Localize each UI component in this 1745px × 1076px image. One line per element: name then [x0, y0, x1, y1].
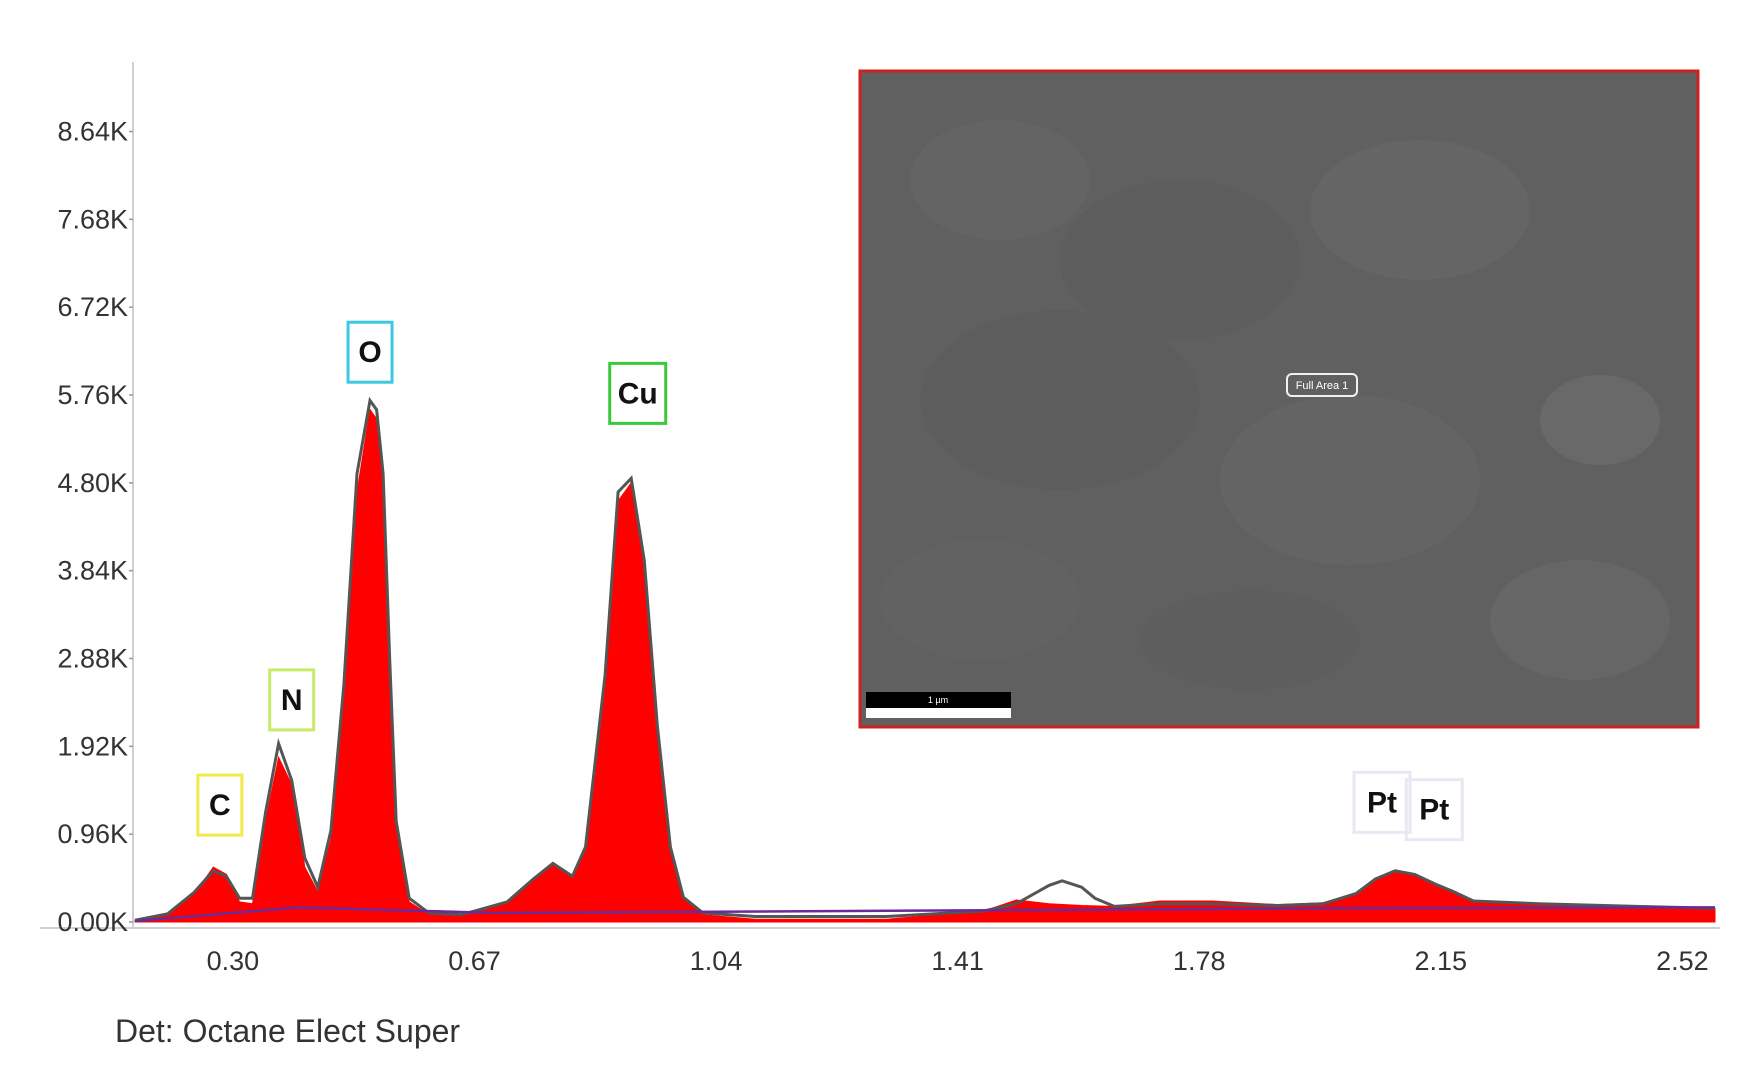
peak-label-box — [608, 361, 668, 425]
sem-image-inset: Full Area 1 1 µm — [858, 69, 1700, 729]
scale-bar-black — [866, 692, 1011, 708]
plot-area — [134, 396, 1716, 923]
y-tick-label: 2.88K — [57, 644, 128, 674]
sem-image-frame — [858, 69, 1700, 729]
peak-labels: C N O Cu Pt Pt — [196, 320, 1464, 842]
x-tick-label: 1.78 — [1173, 946, 1226, 976]
x-tick-label: 0.30 — [207, 946, 260, 976]
peak-label-box — [1404, 778, 1464, 842]
y-tick-labels: 0.00K 0.96K 1.92K 2.88K 3.84K 4.80K 5.76K 6.72K… — [57, 117, 133, 937]
peak-label: Pt — [1419, 794, 1449, 827]
x-tick-label: 0.67 — [448, 946, 501, 976]
peak-label-box — [1352, 770, 1412, 834]
peak-label-box — [268, 668, 316, 732]
y-tick-label: 0.00K — [57, 907, 128, 937]
peak-label: Pt — [1367, 786, 1397, 819]
peak-label-box — [346, 320, 394, 384]
y-tick-label: 0.96K — [57, 819, 128, 849]
y-tick-label: 6.72K — [57, 292, 128, 322]
peak-label-box — [196, 773, 244, 837]
y-tick-label: 3.84K — [57, 556, 128, 586]
sem-texture — [880, 120, 1670, 690]
fit-line — [134, 396, 1716, 922]
y-tick-label: 7.68K — [57, 204, 128, 234]
x-tick-label: 1.04 — [690, 946, 743, 976]
scale-bar-label: 1 µm — [928, 695, 948, 705]
y-tick-label: 8.64K — [57, 117, 128, 147]
y-tick-label: 4.80K — [57, 468, 128, 498]
scale-bar-white — [866, 708, 1011, 718]
peak-label: Cu — [618, 377, 658, 410]
x-tick-label: 2.15 — [1415, 946, 1468, 976]
y-tick-label: 5.76K — [57, 380, 128, 410]
area-label: Full Area 1 — [1296, 380, 1349, 392]
area-label-box — [1286, 373, 1358, 397]
detector-label: Det: Octane Elect Super — [115, 1013, 461, 1049]
x-tick-label: 2.52 — [1656, 946, 1709, 976]
x-tick-labels: 0.30 0.67 1.04 1.41 1.78 2.15 2.52 — [207, 946, 1709, 976]
y-tick-label: 1.92K — [57, 731, 128, 761]
peak-label: C — [209, 789, 231, 822]
x-tick-label: 1.41 — [931, 946, 984, 976]
chart-axes — [40, 62, 1720, 929]
background-line — [134, 906, 1716, 923]
peak-label: N — [281, 684, 303, 717]
peak-label: O — [358, 336, 381, 369]
